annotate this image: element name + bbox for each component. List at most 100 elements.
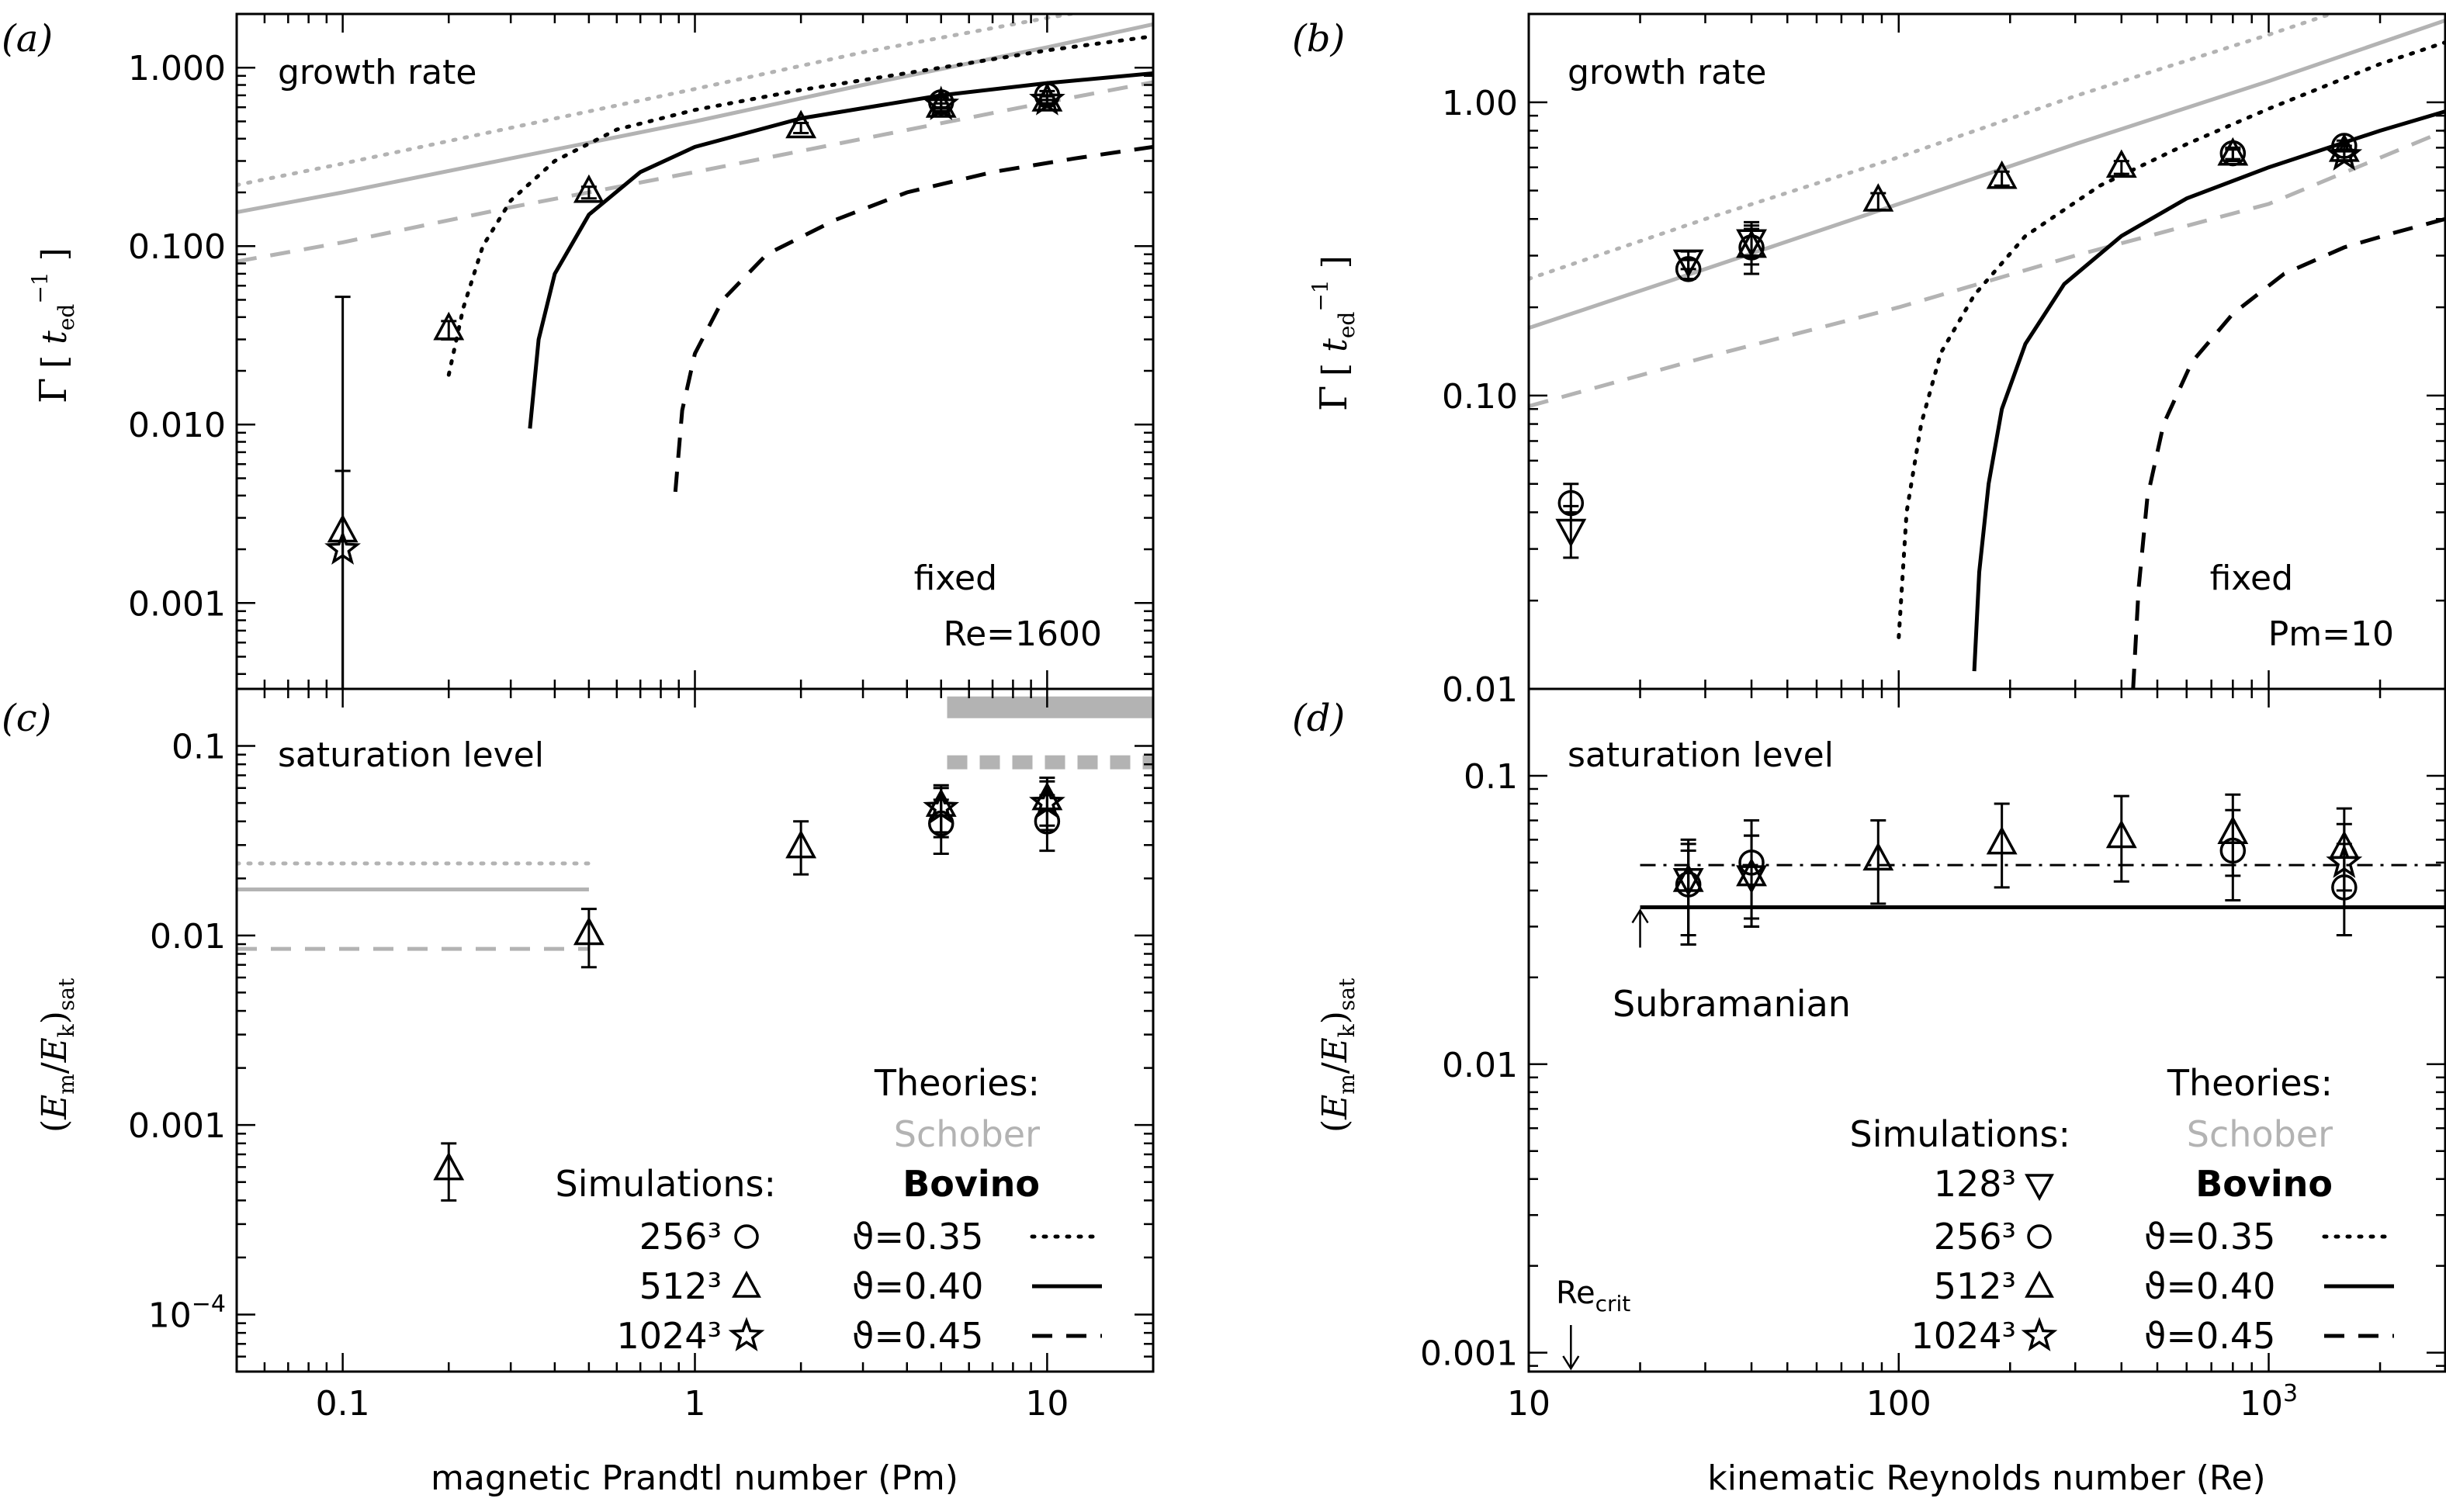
y-tick-label-c-3: 0.1 <box>171 728 226 767</box>
data-point-c-8 <box>1029 784 1065 819</box>
subramanian-arrow-head <box>1631 908 1649 924</box>
data-point-d-13 <box>2326 843 2363 878</box>
series-line-a-5 <box>673 144 1153 493</box>
panel-a-ticks: 0.001 0.010 0.100 1.000 <box>128 12 1155 689</box>
panel-a: 0.001 0.010 0.100 1.000 (a) growth rate fix… <box>2 12 1155 690</box>
data-point-a-7 <box>923 85 960 120</box>
panel-d: 10 100 103 0.001 0.01 0.1 (d) saturation leve… <box>1292 687 2446 1498</box>
panel-d-recrit-sub: crit <box>1595 1291 1631 1317</box>
legend-circle-icon <box>2027 1224 2052 1249</box>
panel-d-label: (d) <box>1292 697 1345 740</box>
legend-c-theta-040: ϑ=0.40 <box>852 1265 983 1307</box>
panel-c: 0.1 1 10 10−4 0.001 0.01 0.1 (c) saturation le… <box>2 687 1155 1498</box>
legend-c-symbols <box>728 1224 1104 1351</box>
legend-triangle-icon <box>732 1270 761 1298</box>
y-tick-label-a-3: 1.000 <box>128 49 226 88</box>
panel-a-fixed: fixed <box>914 559 997 598</box>
panel-c-ticks: 0.1 1 10 10−4 0.001 0.01 0.1 <box>128 687 1155 1424</box>
panel-b-title: growth rate <box>1568 53 1766 92</box>
y-tick-label-a-0: 0.001 <box>128 584 226 624</box>
data-point-d-6 <box>1862 842 1894 871</box>
series-line-b-4 <box>1972 109 2445 672</box>
panel-a-marks <box>237 14 1153 689</box>
data-point-c-1 <box>573 916 605 946</box>
legend-star-icon <box>728 1317 765 1351</box>
panel-d-plot-area <box>1640 863 2445 909</box>
legend-c-schober: Schober <box>894 1113 1040 1155</box>
legend-c-sim-title: Simulations: <box>556 1163 777 1205</box>
panel-d-ylabel-text: (Em/Ek)sat <box>1315 977 1360 1133</box>
panel-d-ylabel: (Em/Ek)sat <box>1315 977 1360 1133</box>
legend-d-res-1024: 1024³ <box>1911 1315 2016 1357</box>
data-point-a-6 <box>925 89 957 118</box>
panel-c-plot-area <box>237 696 1153 951</box>
data-point-b-6 <box>1736 229 1767 258</box>
legend-d-res-128: 128³ <box>1934 1163 2016 1205</box>
legend-c-res-512: 512³ <box>639 1265 722 1307</box>
data-point-a-3 <box>573 174 605 203</box>
panel-b-ylabel-unit: [ ted−1 ] <box>1308 255 1360 376</box>
legend-d-theta-035: ϑ=0.35 <box>2144 1216 2275 1258</box>
panel-d-subramanian: Subramanian <box>1613 983 1851 1025</box>
panel-b-fixed: fixed <box>2210 559 2293 598</box>
panel-c-marks <box>237 696 1153 1202</box>
data-point-a-1 <box>324 530 361 565</box>
x-tick-label-d-1: 100 <box>1866 1384 1932 1424</box>
series-line-a-3 <box>446 34 1153 377</box>
legend-d-theta-040: ϑ=0.40 <box>2144 1265 2275 1307</box>
y-tick-label-b-2: 1.00 <box>1442 84 1518 123</box>
legend-d-bovino: Bovino <box>2195 1163 2333 1205</box>
data-point-d-7 <box>1986 825 2018 855</box>
y-tick-label-d-0: 0.001 <box>1420 1334 1518 1374</box>
data-point-b-8 <box>1986 160 2018 189</box>
panel-b-label: (b) <box>1292 17 1345 61</box>
panel-a-ylabel-unit: [ ted−1 ] <box>27 247 79 368</box>
y-tick-label-a-1: 0.010 <box>128 406 226 445</box>
panel-b: 0.01 0.10 1.00 (b) growth rate fixed Pm=10… <box>1292 12 2446 710</box>
panel-d-frame <box>1527 687 2446 1373</box>
x-tick-label-c-2: 10 <box>1025 1384 1069 1424</box>
series-line-b-0 <box>1529 14 2337 281</box>
data-point-a-10 <box>1029 81 1065 116</box>
panel-c-ylabel: (Em/Ek)sat <box>35 977 79 1133</box>
recrit-arrow-head <box>1562 1355 1580 1371</box>
panel-b-marks <box>1529 14 2445 689</box>
legend-circle-icon <box>734 1224 759 1249</box>
legend-d-res-512: 512³ <box>1934 1265 2016 1307</box>
data-point-a-4 <box>785 109 817 139</box>
series-line-b-3 <box>1897 40 2445 639</box>
series-line-b-1 <box>1529 19 2445 330</box>
y-tick-label-d-1: 0.01 <box>1442 1046 1518 1085</box>
legend-c-theories-title: Theories: <box>874 1062 1040 1104</box>
data-point-b-1 <box>1555 518 1587 548</box>
series-line-b-2 <box>1529 129 2445 409</box>
legend-d-theories-title: Theories: <box>2167 1062 2333 1104</box>
data-point-d-8 <box>2105 819 2137 849</box>
panel-d-recrit-base: Re <box>1556 1275 1595 1311</box>
data-point-a-2 <box>433 311 465 341</box>
x-tick-label-d-2: 103 <box>2240 1380 2298 1424</box>
panel-d-recrit: Recrit <box>1556 1275 1630 1317</box>
y-tick-label-c-1: 0.001 <box>128 1106 226 1146</box>
legend-c-res-1024: 1024³ <box>616 1315 722 1357</box>
legend-c-theta-045: ϑ=0.45 <box>852 1315 983 1357</box>
y-tick-label-a-2: 0.100 <box>128 227 226 267</box>
panel-b-ticks: 0.01 0.10 1.00 <box>1442 12 2446 710</box>
x-tick-label-c-0: 0.1 <box>316 1384 370 1424</box>
legend-d-res-256: 256³ <box>1934 1216 2016 1258</box>
panel-c-title: saturation level <box>278 735 544 775</box>
panel-d-title: saturation level <box>1568 735 1834 775</box>
series-line-a-4 <box>528 71 1153 429</box>
panel-a-re-fixed: Re=1600 <box>943 614 1102 654</box>
data-point-d-5 <box>1736 857 1767 887</box>
legend-triangle-icon <box>2025 1270 2054 1298</box>
legend-c-res-256: 256³ <box>639 1216 722 1258</box>
legend-down-triangle-icon <box>2025 1174 2054 1202</box>
panel-b-pm-fixed: Pm=10 <box>2268 614 2394 654</box>
panel-d-marks <box>1640 793 2445 946</box>
series-line-b-5 <box>2131 216 2445 689</box>
panel-b-ylabel-gamma: Γ <box>1312 386 1356 411</box>
legend-d-schober: Schober <box>2187 1113 2333 1155</box>
y-tick-label-b-0: 0.01 <box>1442 670 1518 710</box>
panel-d-arrows <box>1562 908 1649 1371</box>
